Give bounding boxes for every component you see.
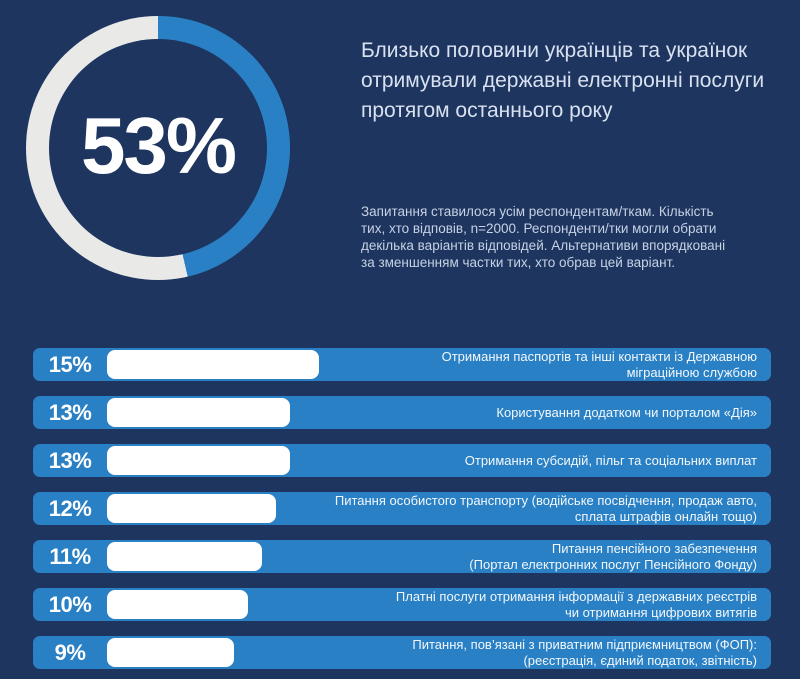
bar-fill <box>107 494 277 523</box>
bar-fill <box>107 446 291 475</box>
donut-hole: 53% <box>49 39 267 257</box>
bar-label: Питання пенсійного забезпечення (Портал … <box>469 540 757 572</box>
donut-percent-label: 53% <box>80 101 237 190</box>
bar-chart: 15% Отримання паспортів та інші контакти… <box>33 348 771 669</box>
page-title: Близько половини українців та українок о… <box>361 39 765 122</box>
donut-chart: 53% <box>26 16 290 280</box>
bar-label: Отримання паспортів та інші контакти із … <box>441 348 757 380</box>
bar-row: 12% Питання особистого транспорту (водій… <box>33 492 771 525</box>
bar-percent-label: 10% <box>48 591 92 617</box>
bar-row: 10% Платні послуги отримання інформації … <box>33 588 771 621</box>
bar-fill <box>107 590 248 619</box>
bar-percent-label: 13% <box>48 447 92 473</box>
bar-percent-label: 11% <box>49 543 91 569</box>
bar-label: Отримання субсидій, пільг та соціальних … <box>464 452 757 468</box>
bar-label: Користування додатком чи порталом «Дія» <box>496 404 757 420</box>
bar-label: Платні послуги отримання інформації з де… <box>395 588 757 620</box>
bar-row: 11% Питання пенсійного забезпечення (Пор… <box>33 540 771 573</box>
bar-fill <box>107 350 319 379</box>
bar-row: 13% Користування додатком чи порталом «Д… <box>33 396 771 429</box>
bar-row: 9% Питання, пов’язані з приватним підпри… <box>33 636 771 669</box>
bar-percent-label: 13% <box>48 399 92 425</box>
bar-fill <box>107 542 263 571</box>
bar-percent-label: 15% <box>48 351 92 377</box>
bar-percent-label: 9% <box>54 639 86 665</box>
bar-fill <box>107 398 291 427</box>
bar-row: 13% Отримання субсидій, пільг та соціаль… <box>33 444 771 477</box>
bar-percent-label: 12% <box>48 495 92 521</box>
survey-method-note: Запитання ставилося усім респондентам/тк… <box>361 204 726 270</box>
bar-row: 15% Отримання паспортів та інші контакти… <box>33 348 771 381</box>
bar-fill <box>107 638 234 667</box>
bar-label: Питання особистого транспорту (водійське… <box>334 492 757 524</box>
bar-label: Питання, пов’язані з приватним підприємн… <box>412 636 757 668</box>
